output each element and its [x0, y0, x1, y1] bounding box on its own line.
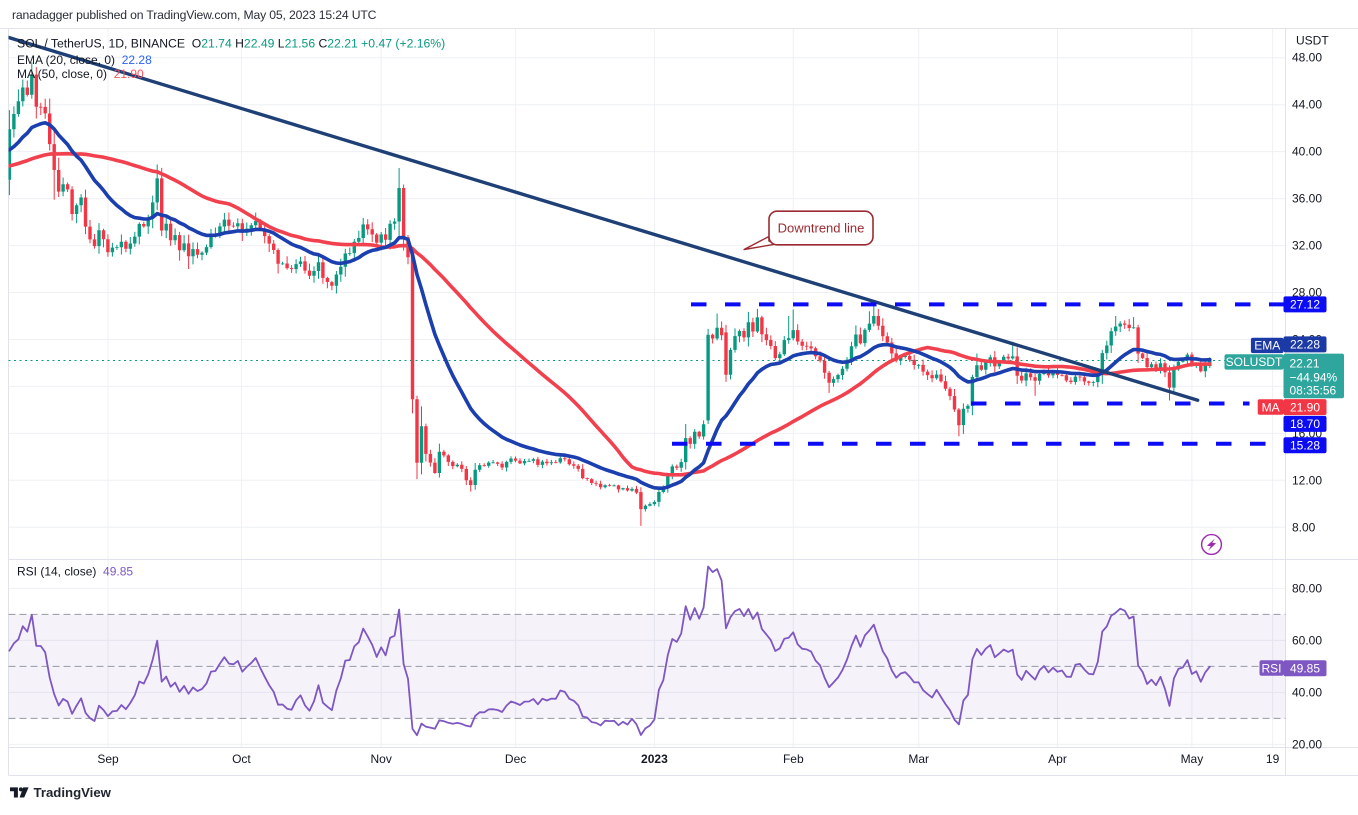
svg-text:32.00: 32.00	[1292, 239, 1322, 253]
svg-text:22.21: 22.21	[1290, 356, 1320, 370]
svg-text:Oct: Oct	[232, 752, 251, 766]
svg-text:USDT: USDT	[1296, 34, 1329, 48]
svg-text:40.00: 40.00	[1292, 685, 1322, 699]
svg-text:May: May	[1181, 752, 1204, 766]
svg-text:Sep: Sep	[97, 752, 119, 766]
svg-text:18.70: 18.70	[1290, 417, 1320, 431]
svg-text:49.85: 49.85	[1290, 662, 1320, 676]
svg-text:40.00: 40.00	[1292, 145, 1322, 159]
svg-text:Nov: Nov	[371, 752, 392, 766]
svg-text:08:35:56: 08:35:56	[1290, 384, 1337, 398]
svg-text:44.00: 44.00	[1292, 98, 1322, 112]
svg-text:22.28: 22.28	[1290, 338, 1320, 352]
svg-text:EMA: EMA	[1254, 339, 1280, 353]
svg-text:48.00: 48.00	[1292, 51, 1322, 65]
svg-text:RSI: RSI	[1261, 661, 1281, 675]
svg-text:36.00: 36.00	[1292, 192, 1322, 206]
svg-text:SOLUSDT: SOLUSDT	[1226, 355, 1283, 369]
svg-text:8.00: 8.00	[1292, 520, 1316, 534]
svg-text:Mar: Mar	[908, 752, 929, 766]
svg-text:EMA (20, close, 0) 22.28: EMA (20, close, 0) 22.28	[17, 53, 152, 67]
svg-text:SOL / TetherUS, 1D, BINANCE O: SOL / TetherUS, 1D, BINANCE O21.74 H22.4…	[17, 37, 445, 51]
svg-text:−44.94%: −44.94%	[1290, 371, 1338, 385]
svg-text:60.00: 60.00	[1292, 633, 1322, 647]
svg-text:ranadagger published on Tradin: ranadagger published on TradingView.com,…	[12, 8, 377, 22]
svg-text:Apr: Apr	[1048, 752, 1067, 766]
svg-text:28.00: 28.00	[1292, 286, 1322, 300]
svg-text:Downtrend line: Downtrend line	[778, 221, 865, 236]
svg-text:Feb: Feb	[783, 752, 804, 766]
svg-text:27.12: 27.12	[1290, 298, 1320, 312]
svg-text:Dec: Dec	[505, 752, 526, 766]
svg-text:80.00: 80.00	[1292, 581, 1322, 595]
svg-text:12.00: 12.00	[1292, 473, 1322, 487]
svg-text:19: 19	[1266, 752, 1280, 766]
svg-text:21.90: 21.90	[1290, 400, 1320, 414]
svg-text:RSI (14, close) 49.85: RSI (14, close) 49.85	[17, 565, 133, 579]
svg-text:MA (50, close, 0) 21.90: MA (50, close, 0) 21.90	[17, 67, 144, 81]
svg-text:MA: MA	[1262, 400, 1280, 414]
svg-text:20.00: 20.00	[1292, 737, 1322, 751]
svg-text:2023: 2023	[641, 752, 668, 766]
svg-text:15.28: 15.28	[1290, 439, 1320, 453]
svg-text:TradingView: TradingView	[34, 785, 112, 800]
